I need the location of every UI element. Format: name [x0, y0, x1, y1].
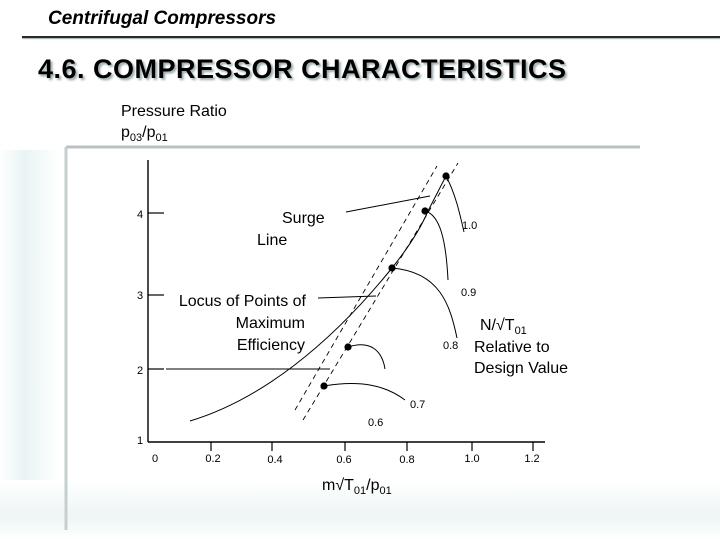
locus-label: Maximum	[236, 315, 305, 332]
locus-leader	[317, 295, 377, 299]
x-axis-symbol: m√T01/p01	[322, 477, 392, 497]
surge-line	[189, 175, 447, 422]
speed-curve-1.0	[424, 210, 449, 281]
speed-label: N/√T01	[480, 317, 527, 337]
y-tick-label: 3	[137, 290, 143, 302]
speed-value-label: 1.0	[462, 220, 477, 232]
x-tick-label: 0.6	[336, 454, 351, 466]
speed-curve-0.9	[391, 267, 458, 339]
slide-title: 4.6. COMPRESSOR CHARACTERISTICS	[38, 54, 567, 84]
speed-label: Relative to	[474, 339, 550, 356]
speed-value-label: 0.6	[368, 417, 383, 429]
y-tick-label: 4	[137, 209, 143, 221]
dashed-guide-line-right	[302, 162, 459, 421]
surge-line-leader	[345, 195, 431, 213]
x-tick-label: 1.2	[524, 453, 539, 465]
speed-value-label: 0.7	[410, 399, 425, 411]
speed-curve-1.0-upper	[445, 175, 465, 233]
y-axis-label: Pressure Ratio	[121, 103, 227, 120]
speed-curve-0.7	[323, 383, 406, 401]
header-title: Centrifugal Compressors	[48, 8, 277, 29]
max-efficiency-point	[344, 343, 352, 351]
speed-value-label: 0.9	[461, 287, 476, 299]
x-tick-label: 0	[152, 453, 158, 465]
surge-line-label: Line	[257, 232, 287, 249]
max-efficiency-point	[442, 172, 450, 180]
x-tick-label: 0.4	[267, 454, 282, 466]
surge-line-label: Surge	[282, 210, 325, 227]
y-axis-symbol: p03/p01	[121, 124, 168, 144]
speed-value-label: 0.8	[443, 340, 458, 352]
x-tick-label: 0.2	[205, 453, 220, 465]
max-efficiency-point	[388, 264, 396, 272]
max-efficiency-point	[320, 382, 328, 390]
x-tick-label: 1.0	[464, 453, 479, 465]
header-divider	[22, 36, 720, 38]
background-tint-bottom	[0, 480, 720, 540]
speed-curve-0.8	[347, 344, 386, 370]
x-tick-label: 0.8	[399, 454, 414, 466]
y-tick-label: 1	[137, 435, 143, 447]
y-tick-label: 2	[137, 365, 143, 377]
locus-label: Efficiency	[237, 337, 305, 354]
background-tint-left	[0, 150, 60, 540]
max-efficiency-point	[421, 207, 429, 215]
locus-label: Locus of Points of	[179, 293, 307, 310]
dashed-guide-line-left	[294, 165, 438, 411]
speed-label: Design Value	[474, 360, 568, 377]
